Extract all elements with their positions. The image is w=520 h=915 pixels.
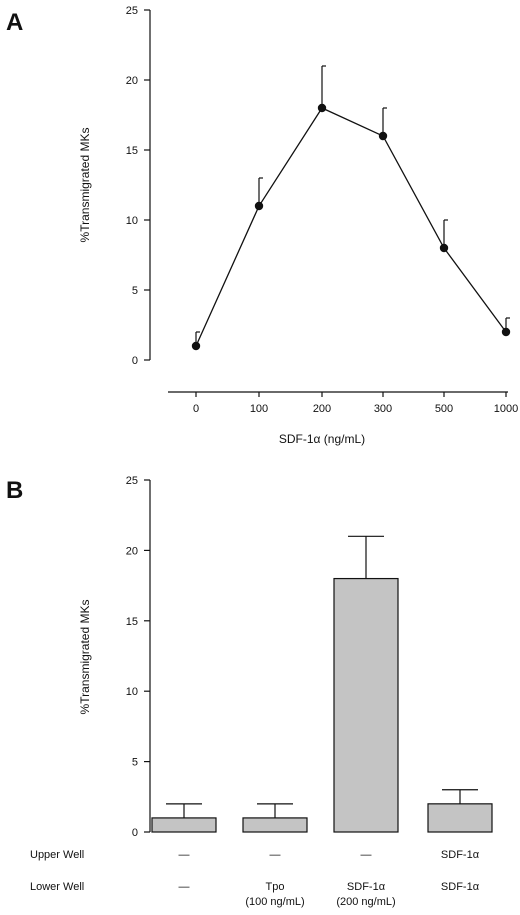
chart-a-x-axis-label: SDF-1α (ng/mL) [279,432,365,446]
chart-a-data-point [254,201,264,211]
chart-a-x-tick-label: 0 [193,403,199,415]
chart-b-error-bars [166,535,478,818]
lower-well-value-detail: (200 ng/mL) [336,896,395,908]
chart-a-y-tick-label: 25 [126,5,138,17]
chart-a-series-line [195,107,507,347]
chart-a-y-ticks: 0 5 10 15 20 25 [126,5,150,367]
chart-b: 0 5 10 15 20 25 %Transmigrated MKs Upper Well… [30,475,493,908]
chart-a-data-point [501,327,511,337]
panel-a-label: A [6,9,23,36]
chart-b-y-tick-label: 25 [126,475,138,487]
upper-well-value: — [270,849,281,861]
chart-a-error-bars [195,65,510,346]
lower-well-value-detail: (100 ng/mL) [245,896,304,908]
chart-b-y-tick-label: 15 [126,616,138,628]
chart-b-bar [242,817,308,833]
lower-well-value: SDF-1α [347,881,386,893]
chart-b-y-tick-label: 5 [132,757,138,769]
chart-a-x-tick-label: 300 [374,403,392,415]
lower-well-value: Tpo [266,881,285,893]
chart-a-data-point [439,243,449,253]
chart-b-y-tick-label: 10 [126,686,138,698]
chart-a-x-tick-label: 1000 [494,403,518,415]
chart-a: 0 5 10 15 20 25 %Transmigrated MKs 0 100 200 300… [78,5,518,446]
chart-a-x-ticks: 0 100 200 300 500 1000 [193,392,518,415]
chart-b-y-tick-label: 0 [132,827,138,839]
chart-b-bar [333,577,399,833]
chart-a-data-point [378,131,388,141]
chart-a-x-tick-label: 100 [250,403,268,415]
lower-well-values: — Tpo (100 ng/mL) SDF-1α (200 ng/mL) SDF-1α [179,881,480,908]
chart-b-bar [427,803,493,833]
lower-well-value: — [179,881,190,893]
chart-a-y-tick-label: 5 [132,285,138,297]
chart-a-x-tick-label: 500 [435,403,453,415]
chart-a-y-tick-label: 15 [126,145,138,157]
chart-a-x-tick-label: 200 [313,403,331,415]
panel-b-label: B [6,477,23,504]
chart-a-data-point [317,103,327,113]
chart-b-y-tick-label: 20 [126,545,138,557]
lower-well-row-label: Lower Well [30,881,84,893]
upper-well-value: — [179,849,190,861]
chart-a-data-point [191,341,201,351]
chart-b-bar [151,817,217,833]
upper-well-value: — [361,849,372,861]
upper-well-value: SDF-1α [441,849,480,861]
chart-a-y-tick-label: 10 [126,215,138,227]
chart-b-y-axis-label: %Transmigrated MKs [78,600,92,715]
chart-a-y-axis-label: %Transmigrated MKs [78,128,92,243]
upper-well-row-label: Upper Well [30,849,84,861]
lower-well-value: SDF-1α [441,881,480,893]
chart-b-bars [151,577,493,833]
chart-a-points [191,103,511,351]
chart-b-y-ticks: 0 5 10 15 20 25 [126,475,150,839]
chart-a-y-tick-label: 20 [126,75,138,87]
chart-a-y-tick-label: 0 [132,355,138,367]
upper-well-values: — — — SDF-1α [179,849,480,861]
